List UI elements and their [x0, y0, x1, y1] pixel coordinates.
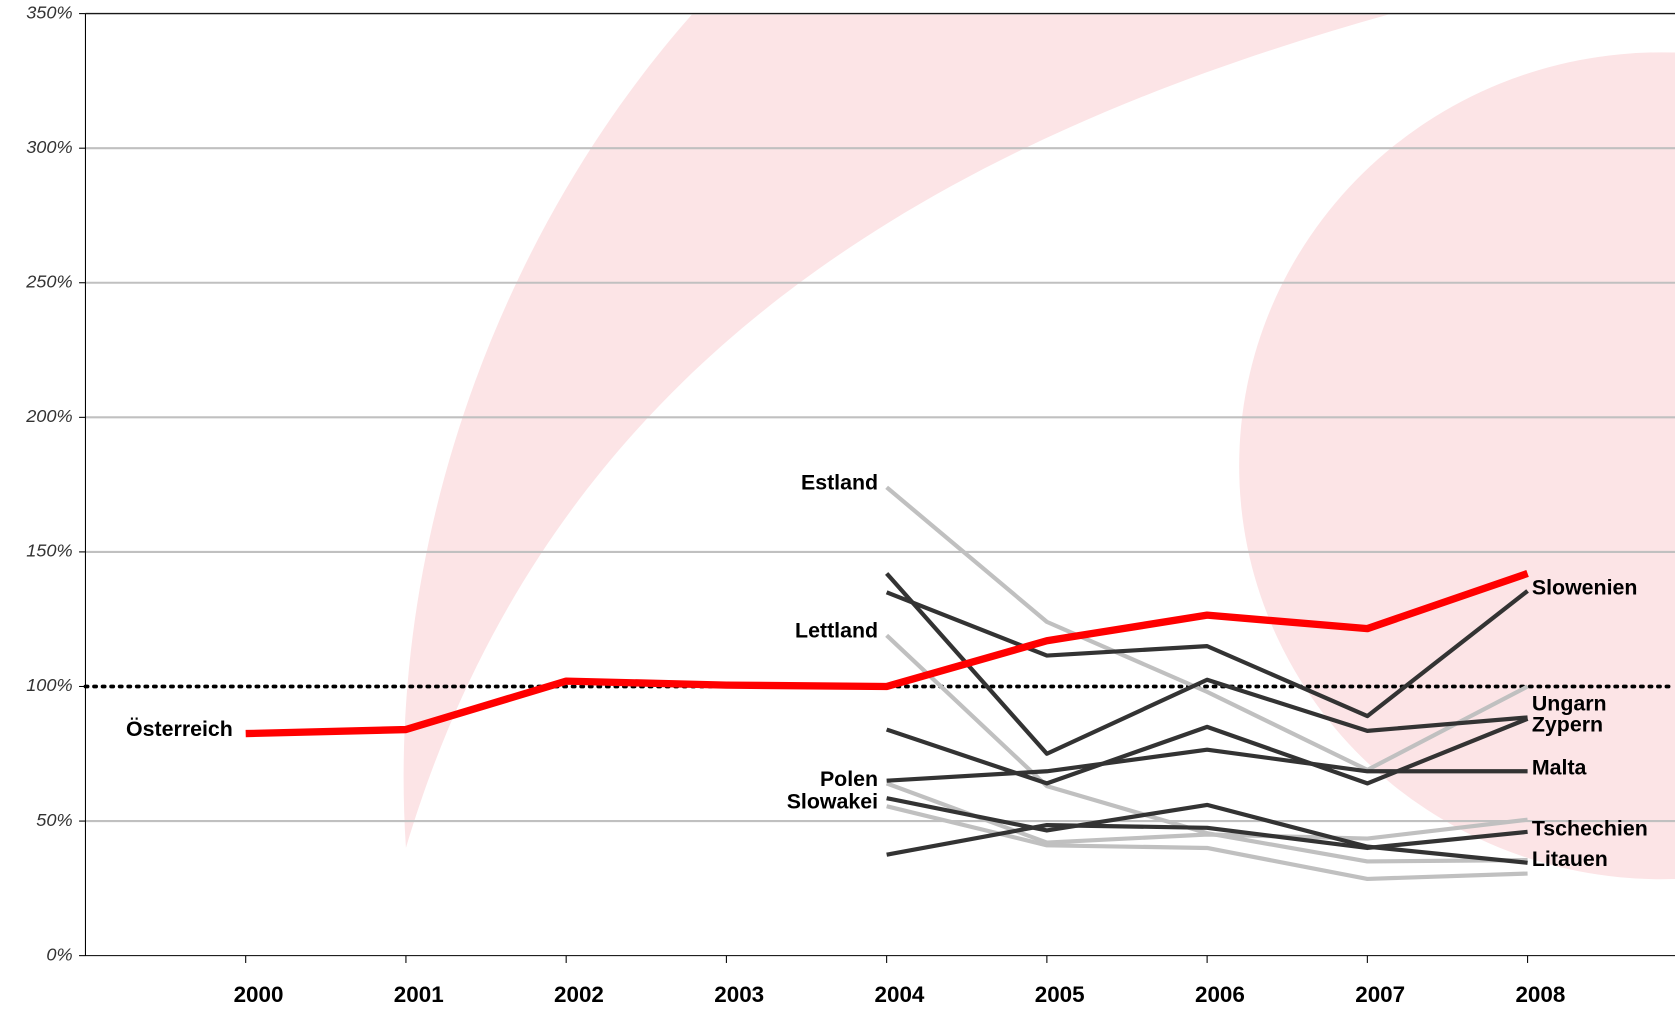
series-line — [885, 589, 1529, 719]
y-tick-label: 150% — [26, 541, 72, 561]
series-label: Lettland — [795, 620, 878, 643]
x-tick-label: 2002 — [554, 982, 604, 1007]
series-label: Malta — [1532, 757, 1587, 780]
x-tick-label: 2001 — [394, 982, 444, 1007]
x-tick-label: 2006 — [1195, 982, 1245, 1007]
series-label: Tschechien — [1532, 817, 1648, 840]
series-label: Polen — [820, 768, 878, 791]
y-tick-label: 300% — [26, 137, 72, 157]
lines — [245, 485, 1529, 882]
series-line — [886, 796, 1528, 865]
series-label: Litauen — [1532, 848, 1608, 871]
x-tick-label: 2000 — [234, 982, 284, 1007]
x-tick-label: 2003 — [714, 982, 764, 1007]
series-line — [885, 781, 1528, 845]
series-label: Estland — [801, 472, 878, 495]
series-label: Zypern — [1532, 714, 1603, 737]
x-tick-label: 2004 — [875, 982, 926, 1007]
series-line — [245, 569, 1529, 738]
series-label: Slowenien — [1532, 577, 1638, 600]
grid — [79, 12, 1675, 963]
series-line — [886, 823, 1528, 857]
series-line — [885, 485, 1529, 773]
series-label: Österreich — [126, 716, 233, 741]
series-label: Slowakei — [787, 791, 878, 814]
series-line — [885, 716, 1529, 786]
labels: 0% 50% 100% 150% 200% 250% 300% 350% 2000 2001 200… — [25, 2, 1648, 1007]
y-tick-label: 200% — [25, 406, 72, 426]
series-line — [885, 572, 1528, 756]
series-line — [886, 747, 1528, 783]
x-tick-label: 2005 — [1035, 982, 1085, 1007]
y-tick-label: 350% — [26, 2, 72, 22]
background-decoration — [403, 13, 1675, 880]
x-tick-label: 2008 — [1515, 982, 1565, 1007]
series-label: Ungarn — [1532, 693, 1607, 716]
series-line — [886, 804, 1528, 882]
y-tick-label: 250% — [25, 272, 72, 292]
y-tick-label: 50% — [36, 810, 72, 830]
y-tick-label: 0% — [46, 945, 72, 965]
x-tick-label: 2007 — [1355, 982, 1405, 1007]
y-tick-label: 100% — [26, 675, 72, 695]
